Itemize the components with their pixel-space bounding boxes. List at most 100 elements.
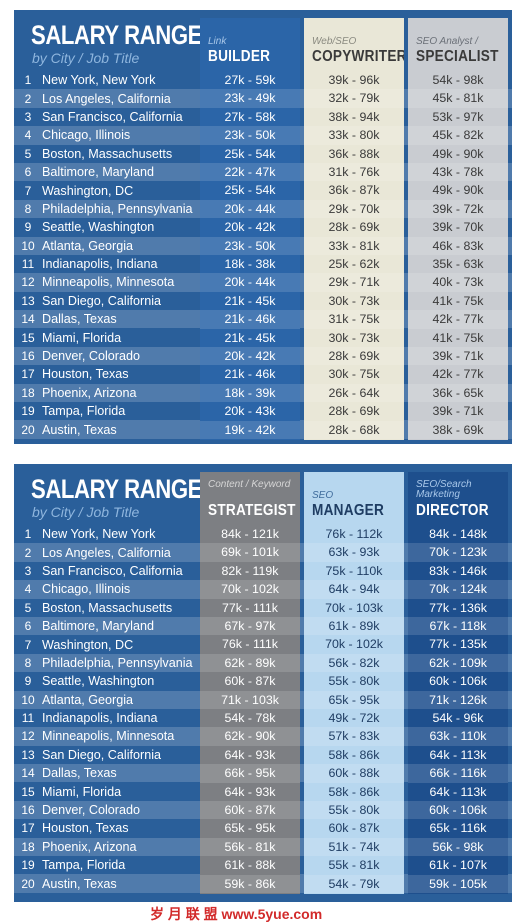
salary-value: 69k - 101k xyxy=(200,543,300,562)
salary-value: 27k - 58k xyxy=(224,109,276,124)
table-row: 1 New York, New York xyxy=(14,525,512,543)
salary-value: 28k - 69k xyxy=(304,347,404,366)
row-number: 16 xyxy=(21,803,35,818)
salary-value: 20k - 44k xyxy=(200,199,300,219)
column-header: Content / Keyword STRATEGIST xyxy=(200,472,300,524)
column-title: STRATEGIST xyxy=(208,502,296,519)
row-number: 3 xyxy=(24,109,32,124)
row-number: 2 xyxy=(24,545,32,560)
row-number: 10 xyxy=(21,692,35,707)
table-row: 7 Washington, DC xyxy=(14,635,512,653)
salary-value: 83k - 146k xyxy=(429,563,487,578)
salary-value: 71k - 126k xyxy=(408,690,508,709)
row-number: 11 xyxy=(21,711,35,726)
salary-value: 77k - 135k xyxy=(429,637,487,652)
row-number: 15 xyxy=(21,784,35,799)
salary-value: 70k - 123k xyxy=(408,543,508,562)
salary-value: 62k - 109k xyxy=(408,653,508,673)
table-row: 3 San Francisco, California xyxy=(14,562,512,580)
salary-value: 18k - 39k xyxy=(200,383,300,403)
salary-value: 21k - 46k xyxy=(200,310,300,329)
salary-value: 66k - 95k xyxy=(200,764,300,783)
row-number: 8 xyxy=(24,201,32,216)
city-name: Phoenix, Arizona xyxy=(42,385,137,400)
city-name: Miami, Florida xyxy=(42,784,122,799)
salary-value: 67k - 97k xyxy=(200,617,300,636)
salary-panel-1: SALARY RANGES by City / Job Title 1 New Y… xyxy=(14,10,512,444)
column-header: SEO MANAGER xyxy=(304,472,404,524)
salary-value: 64k - 113k xyxy=(429,747,487,762)
salary-value: 42k - 77k xyxy=(432,367,484,382)
column-subtitle: SEO xyxy=(312,490,334,501)
salary-value: 38k - 69k xyxy=(408,420,508,439)
city-name: San Francisco, California xyxy=(42,563,183,578)
salary-value: 39k - 72k xyxy=(408,199,508,219)
table-row: 1 New York, New York xyxy=(14,71,512,89)
city-name: Atlanta, Georgia xyxy=(42,692,134,707)
row-number: 18 xyxy=(21,385,35,400)
row-number: 10 xyxy=(21,238,35,253)
salary-value: 43k - 78k xyxy=(408,163,508,182)
salary-value: 39k - 71k xyxy=(408,347,508,366)
salary-value: 77k - 111k xyxy=(221,600,279,615)
city-name: Indianapolis, Indiana xyxy=(42,257,158,272)
salary-value: 39k - 96k xyxy=(328,73,380,87)
salary-value: 76k - 112k xyxy=(325,527,383,541)
row-number: 4 xyxy=(24,128,32,143)
row-number: 2 xyxy=(24,91,32,106)
column-title: MANAGER xyxy=(312,502,385,519)
salary-value: 55k - 80k xyxy=(328,674,380,689)
salary-value: 36k - 88k xyxy=(328,146,380,161)
salary-value: 53k - 97k xyxy=(432,109,484,124)
row-number: 11 xyxy=(21,257,35,272)
salary-value: 57k - 83k xyxy=(304,727,404,746)
salary-value: 56k - 82k xyxy=(304,653,404,673)
salary-value: 29k - 71k xyxy=(304,273,404,292)
city-name: San Diego, California xyxy=(42,293,162,308)
city-name: Dallas, Texas xyxy=(42,766,117,781)
column-subtitle: SEO Analyst / xyxy=(416,36,478,47)
salary-value: 21k - 45k xyxy=(224,330,276,345)
column-title: COPYWRITER xyxy=(312,48,404,65)
salary-value: 30k - 73k xyxy=(328,330,380,345)
table-row: 11 Indianapolis, Indiana xyxy=(14,255,512,273)
column-subtitle: SEO/Search Marketing xyxy=(416,479,472,500)
table-row: 17 Houston, Texas xyxy=(14,365,512,383)
table-row: 15 Miami, Florida xyxy=(14,782,512,800)
row-number: 17 xyxy=(21,821,35,836)
job-column: SEO Analyst / SPECIALIST 54k - 98k 45k - 81… xyxy=(408,18,508,440)
city-name: Los Angeles, California xyxy=(42,91,171,106)
salary-value: 42k - 77k xyxy=(408,310,508,329)
row-number: 7 xyxy=(24,637,32,652)
city-name: Austin, Texas xyxy=(42,876,117,891)
salary-value: 71k - 103k xyxy=(200,690,300,709)
panel-title: SALARY RANGES xyxy=(31,20,217,50)
city-name: New York, New York xyxy=(42,73,156,88)
salary-value: 31k - 76k xyxy=(304,163,404,182)
salary-value: 65k - 116k xyxy=(429,821,487,836)
salary-value: 45k - 81k xyxy=(408,89,508,108)
salary-value: 61k - 107k xyxy=(429,858,487,873)
salary-value: 59k - 86k xyxy=(200,874,300,893)
salary-value: 45k - 82k xyxy=(408,126,508,145)
salary-value: 70k - 102k xyxy=(200,580,300,599)
salary-value: 38k - 94k xyxy=(328,109,380,124)
salary-value: 36k - 87k xyxy=(328,183,380,198)
salary-value: 70k - 103k xyxy=(325,600,383,615)
row-number: 16 xyxy=(21,349,35,364)
job-column: Content / Keyword STRATEGIST 84k - 121k 69k… xyxy=(200,472,300,894)
table-row: 11 Indianapolis, Indiana xyxy=(14,709,512,727)
job-column: Link BUILDER 27k - 59k 23k - 49k 27k - 58k 23… xyxy=(200,18,300,440)
column-subtitle: Web/SEO xyxy=(312,36,357,47)
row-number: 9 xyxy=(24,220,32,235)
salary-value: 65k - 95k xyxy=(224,821,276,836)
salary-value: 60k - 106k xyxy=(408,801,508,820)
city-name: Austin, Texas xyxy=(42,422,117,437)
salary-value: 20k - 42k xyxy=(200,347,300,366)
salary-value: 60k - 87k xyxy=(224,674,276,689)
salary-value: 64k - 94k xyxy=(304,580,404,599)
salary-value: 84k - 148k xyxy=(429,527,487,541)
salary-value: 60k - 88k xyxy=(304,764,404,783)
watermark: 岁 月 联 盟 www.5yue.com xyxy=(150,906,323,922)
salary-value: 63k - 110k xyxy=(408,727,508,746)
